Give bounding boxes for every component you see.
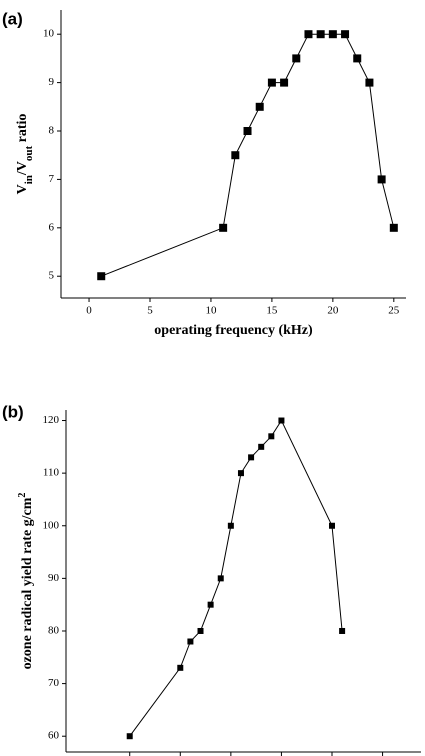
y-tick-label: 120 — [43, 414, 60, 426]
y-tick-label: 5 — [49, 270, 55, 282]
x-tick-label: 25 — [388, 305, 400, 317]
data-point — [258, 443, 265, 450]
data-point — [353, 54, 362, 63]
y-tick-label: 60 — [48, 730, 60, 742]
series-line — [101, 33, 395, 277]
y-tick-label: 6 — [49, 221, 55, 233]
data-point — [187, 638, 194, 645]
y-tick-label: 110 — [43, 467, 60, 479]
y-tick-label: 9 — [49, 76, 55, 88]
data-point — [278, 417, 285, 424]
x-axis-label: operating frequency (kHz) — [154, 323, 313, 338]
data-point — [377, 175, 386, 184]
data-point — [268, 433, 275, 440]
data-point — [97, 272, 106, 281]
data-point — [267, 78, 276, 87]
data-point — [328, 522, 335, 529]
x-tick-label: 5 — [147, 305, 153, 317]
y-axis-label: Vin/Vout ratio — [15, 114, 34, 195]
data-point — [217, 575, 224, 582]
panel-label: (b) — [2, 402, 24, 421]
data-point — [316, 30, 325, 39]
y-axis-label-part: 2 — [17, 493, 28, 498]
data-point — [328, 30, 337, 39]
y-axis-label-part: in — [23, 175, 35, 184]
y-axis-label-part: out — [23, 145, 35, 161]
x-tick-label: 10 — [205, 305, 217, 317]
x-tick-label: 15 — [266, 305, 278, 317]
panel-label: (a) — [2, 9, 23, 28]
data-point — [177, 664, 184, 671]
y-tick-label: 10 — [43, 28, 55, 40]
data-point — [227, 522, 234, 529]
y-axis-label-part: ratio — [15, 114, 30, 146]
y-tick-label: 100 — [43, 519, 60, 531]
data-point — [197, 627, 204, 634]
y-axis-label-part: /V — [15, 161, 30, 176]
y-tick-label: 8 — [49, 125, 55, 137]
data-point — [389, 223, 398, 232]
y-axis-label-part: ozone radical yield rate g/cm — [20, 497, 35, 669]
data-point — [341, 30, 350, 39]
data-point — [243, 127, 252, 136]
data-point — [339, 627, 346, 634]
data-point — [255, 102, 264, 111]
data-point — [304, 30, 313, 39]
data-point — [237, 470, 244, 477]
y-tick-label: 80 — [48, 625, 60, 637]
data-point — [292, 54, 301, 63]
data-point — [280, 78, 289, 87]
y-axis-label: ozone radical yield rate g/cm2 — [17, 493, 35, 670]
y-tick-label: 90 — [48, 572, 60, 584]
data-point — [219, 223, 228, 232]
y-tick-label: 7 — [49, 173, 55, 185]
x-tick-label: 20 — [327, 305, 339, 317]
y-tick-label: 70 — [48, 677, 60, 689]
data-point — [248, 454, 255, 461]
x-tick-label: 0 — [86, 305, 92, 317]
data-point — [207, 601, 214, 608]
data-point — [126, 733, 133, 740]
series-line — [129, 419, 343, 737]
data-point — [365, 78, 374, 87]
y-axis-label-part: V — [15, 184, 30, 194]
data-point — [231, 151, 240, 160]
